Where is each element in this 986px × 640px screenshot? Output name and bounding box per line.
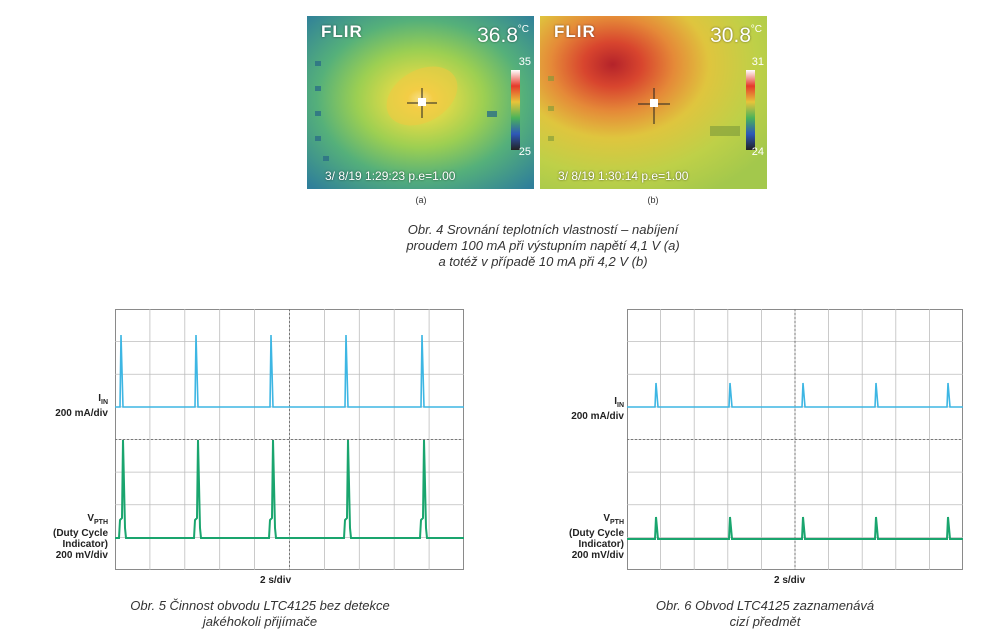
fig5-ch1-label: IIN 200 mA/div	[55, 393, 108, 419]
timestamp: 3/ 8/19 1:30:14 p.e=1.00	[558, 169, 689, 183]
scale-min: 25	[518, 146, 531, 158]
thermal-image-a: FLIR 36.8 °C 35 25 3/ 8/19 1:29:23 p.e=1…	[307, 16, 534, 189]
fig6-time-scale: 2 s/div	[774, 575, 806, 586]
temperature-unit: °C	[517, 24, 529, 35]
timestamp: 3/ 8/19 1:29:23 p.e=1.00	[325, 169, 456, 183]
figure-6-caption: Obr. 6 Obvod LTC4125 zaznamenává cizí př…	[655, 598, 875, 629]
figure-5-caption: Obr. 5 Činnost obvodu LTC4125 bez detekc…	[130, 598, 390, 629]
scope-grid-fig6	[627, 309, 963, 570]
temperature-readout: 36.8	[477, 24, 518, 47]
scope-grid-fig5	[115, 309, 464, 570]
vpth-trace	[627, 516, 963, 540]
fig6-ch1-label: IIN 200 mA/div	[571, 396, 624, 422]
fig6-ch2-label: VPTH (Duty Cycle Indicator) 200 mV/div	[568, 513, 624, 561]
scale-max: 31	[751, 56, 764, 68]
iin-trace	[115, 334, 464, 408]
flir-logo: FLIR	[554, 22, 596, 41]
image-label-b: (b)	[647, 195, 659, 205]
image-label-a: (a)	[415, 195, 427, 205]
vpth-trace	[115, 439, 464, 539]
iin-trace	[627, 382, 963, 408]
temperature-readout: 30.8	[710, 24, 751, 47]
scale-min: 24	[751, 146, 764, 158]
thermal-image-b: FLIR 30.8 °C 31 24 3/ 8/19 1:30:14 p.e=1…	[540, 16, 767, 189]
scale-max: 35	[518, 56, 531, 68]
flir-logo: FLIR	[321, 22, 363, 41]
figure-4-caption: Obr. 4 Srovnání teplotních vlastností – …	[406, 222, 680, 269]
temperature-unit: °C	[750, 24, 762, 35]
fig5-ch2-label: VPTH (Duty Cycle Indicator) 200 mV/div	[52, 513, 108, 561]
fig5-time-scale: 2 s/div	[260, 575, 292, 586]
